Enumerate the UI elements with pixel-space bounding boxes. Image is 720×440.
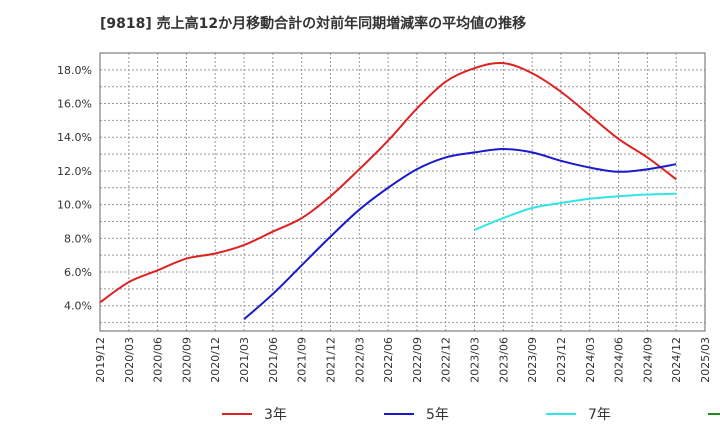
y-tick-label: 16.0% [57,98,92,111]
x-tick-label: 2022/03 [353,337,366,383]
x-tick-label: 2024/06 [613,337,626,383]
x-tick-label: 2020/06 [152,337,165,383]
y-tick-label: 18.0% [57,64,92,77]
x-tick-label: 2024/09 [641,337,654,383]
x-tick-label: 2021/09 [296,337,309,383]
y-tick-label: 4.0% [64,300,92,313]
x-tick-label: 2020/03 [123,337,136,383]
x-tick-label: 2020/09 [180,337,193,383]
x-axis-tick-labels: 2019/12 2020/03 2020/06 2020/09 2020/12 2021/… [94,337,712,383]
x-tick-label: 2020/12 [209,337,222,383]
legend-label: 3年 [264,407,287,423]
legend: 3年5年7年10年 [222,407,720,423]
x-tick-label: 2019/12 [94,337,107,383]
legend-label: 5年 [426,407,449,423]
series-line [474,192,677,231]
series-line [243,148,677,320]
x-tick-label: 2023/03 [469,337,482,383]
series-lines [99,61,677,320]
x-tick-label: 2021/06 [267,337,280,383]
y-tick-label: 8.0% [64,232,92,245]
x-tick-label: 2023/06 [497,337,510,383]
plot-area-frame [99,52,706,332]
x-tick-label: 2023/12 [555,337,568,383]
chart-title: [9818] 売上高12か月移動合計の対前年同期増減率の平均値の推移 [100,16,527,32]
y-tick-label: 14.0% [57,131,92,144]
x-tick-label: 2024/03 [584,337,597,383]
y-axis-tick-labels: 4.0% 6.0% 8.0% 10.0% 12.0% 14.0% 16.0% 18.0% [57,64,92,313]
x-tick-label: 2024/12 [670,337,683,383]
x-tick-label: 2022/09 [411,337,424,383]
x-tick-label: 2021/12 [324,337,337,383]
x-tick-label: 2021/03 [238,337,251,383]
x-tick-label: 2022/12 [440,337,453,383]
x-tick-label: 2023/09 [526,337,539,383]
y-tick-label: 12.0% [57,165,92,178]
grid-lines [99,52,706,331]
y-tick-label: 6.0% [64,266,92,279]
series-line [99,61,677,304]
y-tick-label: 10.0% [57,199,92,212]
x-tick-label: 2022/06 [382,337,395,383]
legend-label: 7年 [588,407,611,423]
x-tick-label: 2025/03 [699,337,712,383]
